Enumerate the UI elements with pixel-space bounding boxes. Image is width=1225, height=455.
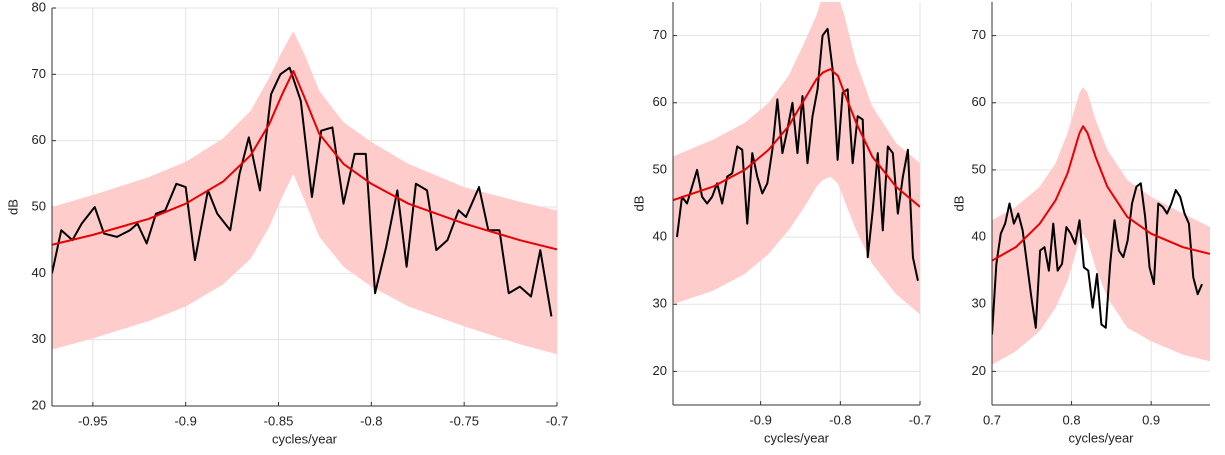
x-tick-label: -0.85 — [264, 413, 294, 428]
y-tick-label: 30 — [653, 296, 667, 311]
y-tick-label: 70 — [972, 27, 986, 42]
x-tick-label: -0.7 — [909, 412, 931, 427]
y-axis-label: dB — [951, 196, 966, 212]
y-tick-label: 70 — [32, 66, 46, 81]
x-tick-label: -0.75 — [449, 413, 479, 428]
y-axis-label: dB — [631, 196, 646, 212]
x-tick-label: -0.9 — [749, 412, 771, 427]
x-tick-label: -0.8 — [360, 413, 382, 428]
y-tick-label: 30 — [32, 331, 46, 346]
fit-line — [992, 125, 1210, 262]
x-tick-label: -0.9 — [174, 413, 196, 428]
data-line — [992, 182, 1203, 335]
chart: 20 30 40 50 60 70 80 -0.95 -0.9 -0.85 -0.8 -0.75 -0.… — [5, 0, 568, 446]
y-tick-label: 60 — [653, 94, 667, 109]
y-tick-label: 40 — [972, 229, 986, 244]
y-tick-label: 20 — [32, 397, 46, 412]
x-tick-label: 0.9 — [1142, 412, 1160, 427]
y-tick-label: 30 — [972, 296, 986, 311]
confidence-band — [52, 31, 557, 355]
y-tick-label: 20 — [972, 363, 986, 378]
y-tick-label: 40 — [653, 229, 667, 244]
x-axis-label: cycles/year — [764, 430, 830, 445]
x-tick-label: 0.7 — [983, 412, 1001, 427]
x-axis-label: cycles/year — [1068, 430, 1134, 445]
y-tick-label: 50 — [32, 198, 46, 213]
confidence-band — [673, 2, 920, 315]
x-tick-label: 0.8 — [1063, 412, 1081, 427]
x-axis-label: cycles/year — [272, 431, 338, 446]
confidence-band — [992, 87, 1210, 365]
y-axis-label: dB — [5, 199, 20, 215]
fit-line — [52, 70, 557, 251]
y-tick-label: 80 — [32, 0, 46, 14]
data-line — [52, 66, 553, 317]
chart: 20 30 40 50 60 70 -0.9 -0.8 -0.7 cycles/year dB — [631, 2, 931, 445]
y-tick-label: 20 — [653, 363, 667, 378]
x-tick-label: -0.95 — [78, 413, 108, 428]
y-tick-label: 70 — [653, 27, 667, 42]
x-tick-label: -0.7 — [546, 413, 568, 428]
y-tick-label: 40 — [32, 265, 46, 280]
y-tick-label: 60 — [32, 132, 46, 147]
chart: 20 30 40 50 60 70 0.7 0.8 0.9 cycles/year dB — [951, 2, 1210, 445]
x-tick-label: -0.8 — [829, 412, 851, 427]
y-tick-label: 50 — [653, 161, 667, 176]
y-tick-label: 50 — [972, 161, 986, 176]
fit-line — [673, 68, 920, 208]
y-tick-label: 60 — [972, 94, 986, 109]
